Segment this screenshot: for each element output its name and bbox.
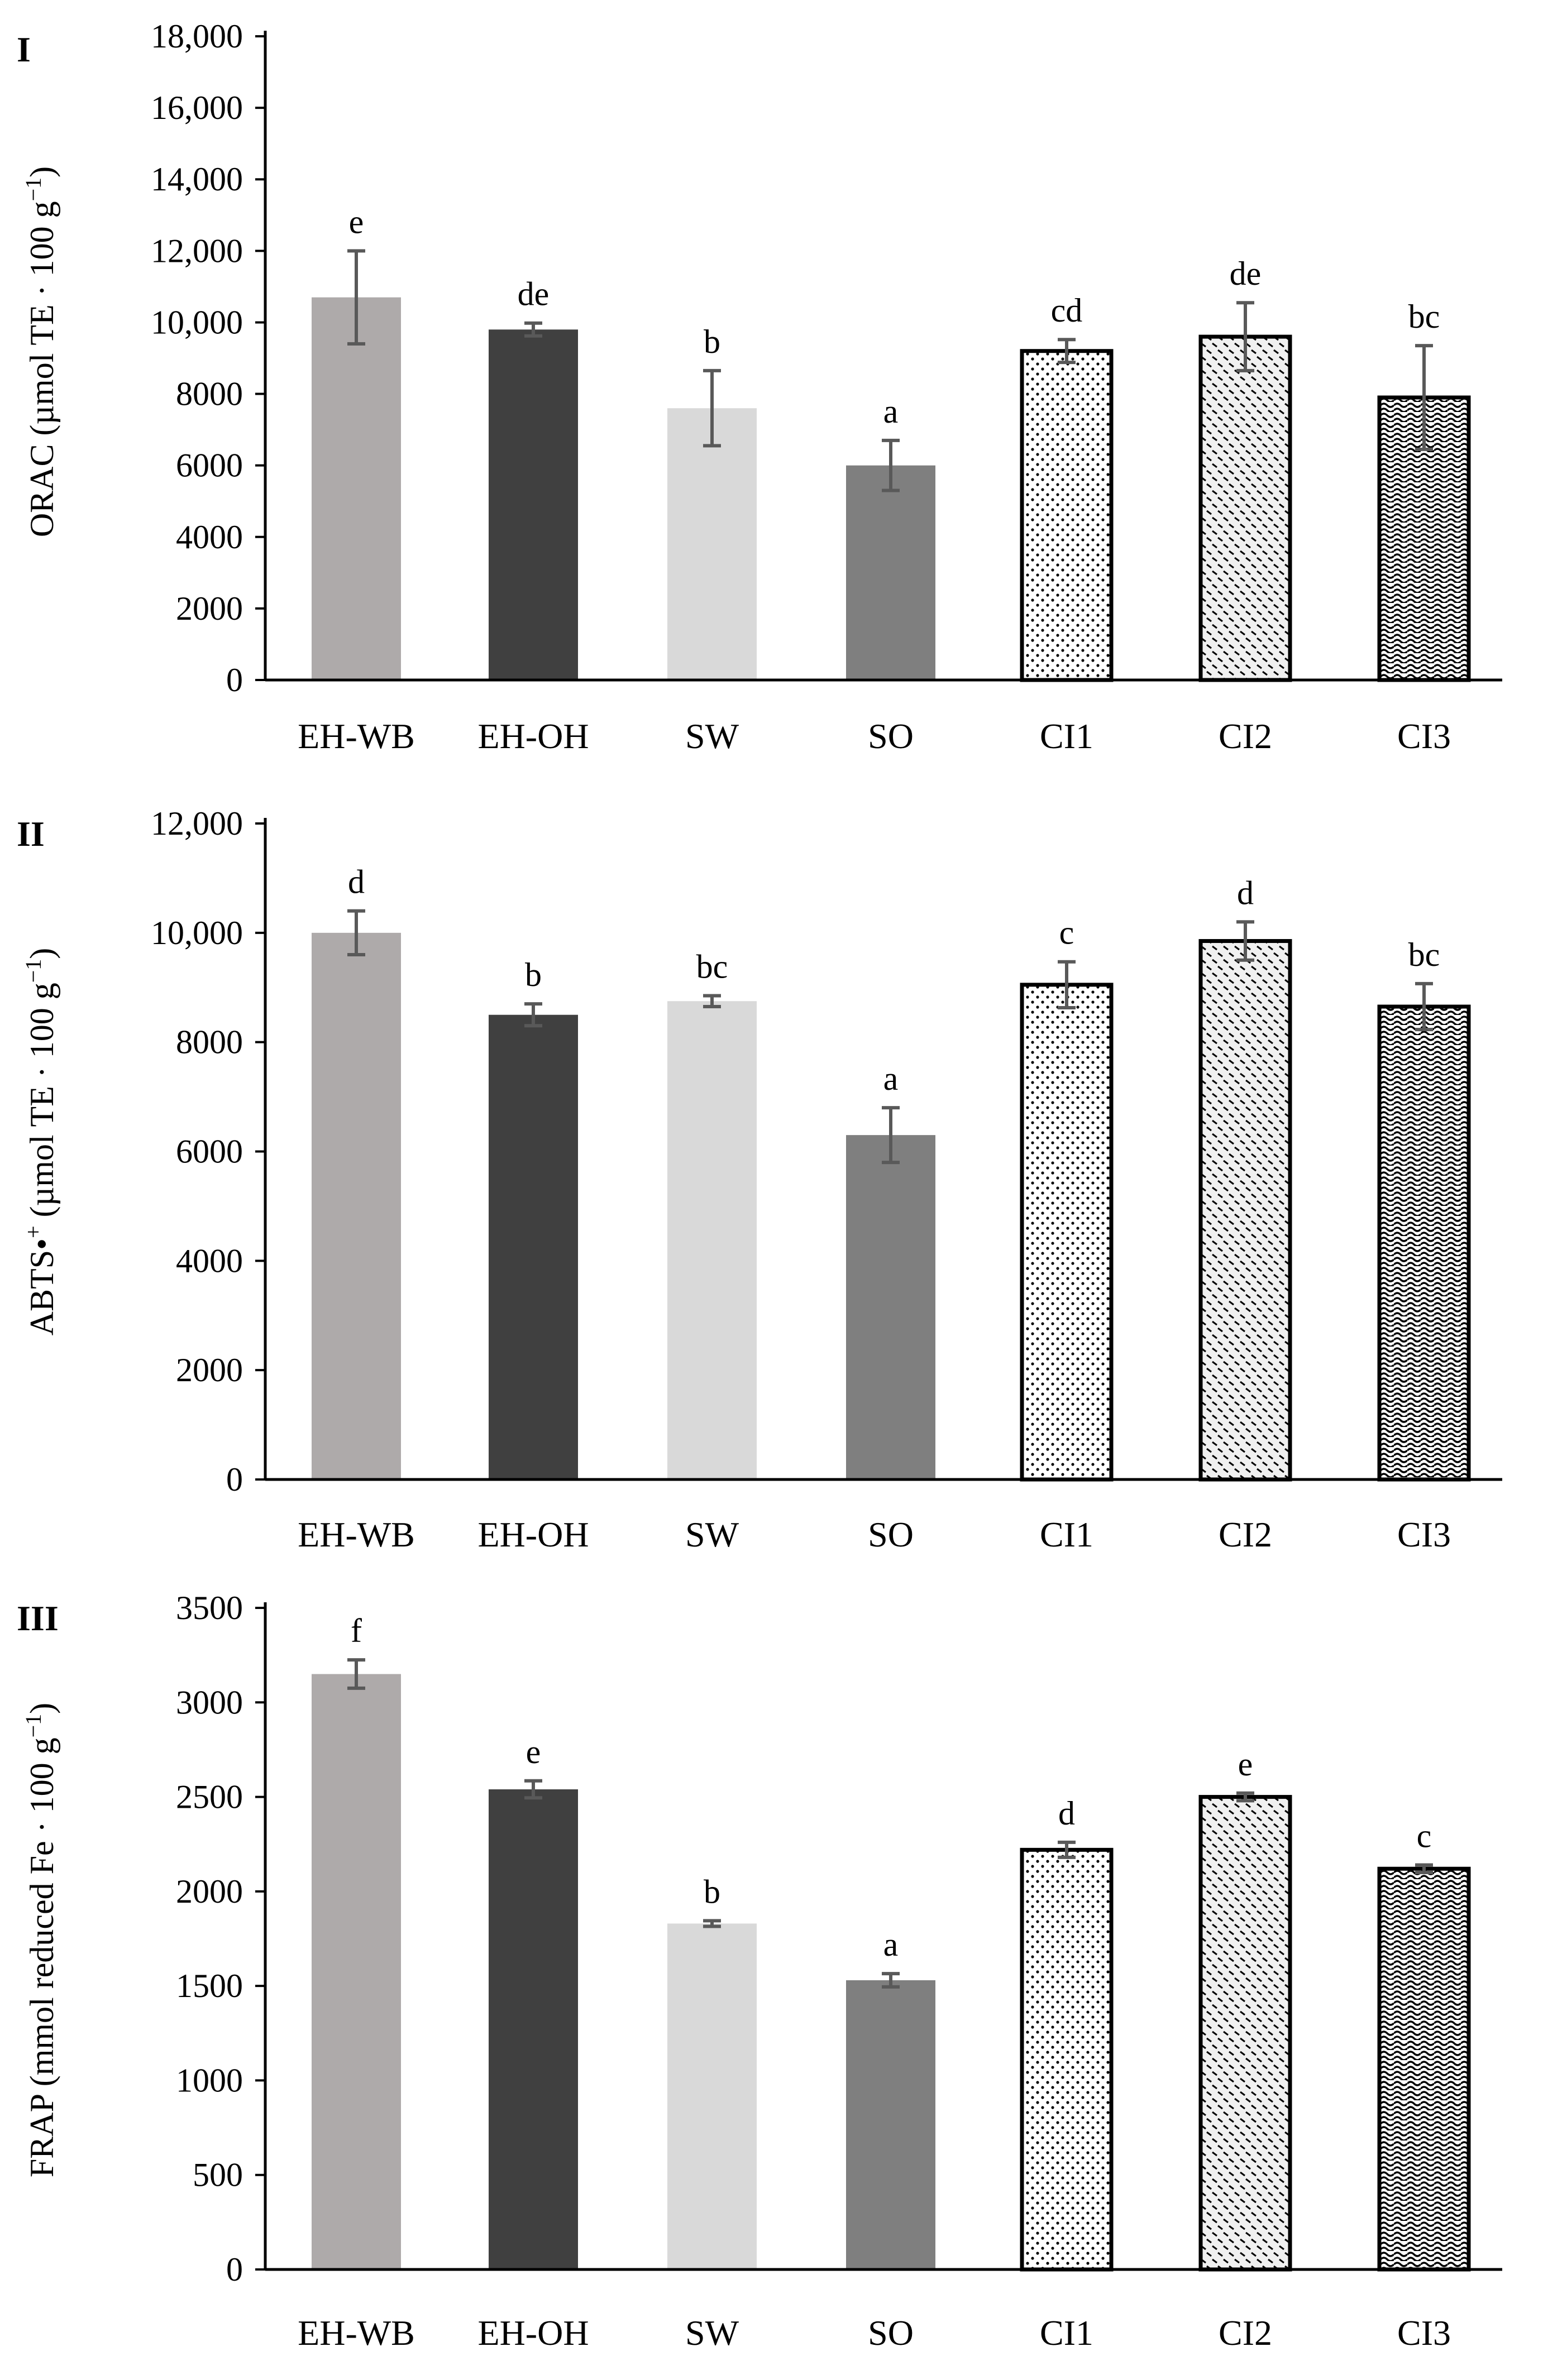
panel-orac: I ORAC (µmol TE · 100 g−1) 0 2000 4000 6000 80… (17, 18, 1502, 756)
y-tick-label: 1500 (176, 1967, 243, 2004)
significance-letter-so: a (883, 1060, 899, 1097)
bar-so (846, 465, 935, 680)
y-tick-label: 18,000 (151, 18, 243, 55)
significance-letter-so: a (883, 393, 899, 430)
panel-abts: II ABTS•+ (µmol TE · 100 g−1) 0 2000 4000 600… (17, 805, 1502, 1554)
x-tick-label-ci3: CI3 (1397, 1515, 1451, 1554)
x-tick-label-so: SO (868, 1515, 914, 1554)
panel-frap: III FRAP (mmol reduced Fe · 100 g−1) 0 500 1… (17, 1589, 1502, 2353)
significance-letter-ci3: bc (1408, 936, 1440, 973)
bar-eh-wb (312, 932, 401, 1479)
significance-letter-eh-oh: de (518, 276, 550, 313)
significance-letter-so: a (883, 1926, 899, 1963)
significance-letter-sw: bc (696, 948, 728, 985)
y-tick-label: 16,000 (151, 89, 243, 126)
bar-sw (667, 1001, 757, 1479)
significance-letter-ci1: c (1059, 914, 1074, 951)
x-tick-label-ci2: CI2 (1219, 1515, 1272, 1554)
y-tick-label: 10,000 (151, 914, 243, 951)
y-tick-label: 6000 (176, 1133, 243, 1170)
x-tick-label-eh-oh: EH-OH (477, 2313, 589, 2353)
significance-letter-ci3: bc (1408, 298, 1440, 335)
bar-ci3 (1377, 1004, 1471, 1482)
bar-eh-wb (312, 1674, 401, 2269)
significance-letter-eh-wb: f (351, 1612, 362, 1649)
y-tick-label: 2500 (176, 1779, 243, 1816)
x-tick-label-ci1: CI1 (1040, 1515, 1093, 1554)
bar-ci2 (1198, 1795, 1292, 2272)
bar-sw (667, 1923, 757, 2269)
y-tick-label: 14,000 (151, 161, 243, 198)
y-tick-label: 0 (226, 1461, 243, 1498)
x-tick-label-eh-wb: EH-WB (298, 2313, 415, 2353)
bar-eh-wb (312, 297, 401, 680)
significance-letter-ci1: cd (1051, 292, 1083, 329)
bar-ci1 (1020, 983, 1114, 1482)
y-tick-label: 6000 (176, 447, 243, 484)
x-tick-label-eh-oh: EH-OH (477, 716, 589, 756)
y-tick-label: 4000 (176, 519, 243, 556)
y-tick-label: 12,000 (151, 232, 243, 269)
y-tick-label: 8000 (176, 1024, 243, 1061)
significance-letter-ci1: d (1058, 1795, 1075, 1832)
bar-so (846, 1980, 935, 2269)
significance-letter-eh-oh: b (525, 956, 542, 993)
significance-letter-ci2: d (1237, 874, 1254, 911)
bar-eh-oh (489, 1789, 578, 2269)
x-tick-label-sw: SW (685, 1515, 739, 1554)
y-tick-label: 2000 (176, 1873, 243, 1910)
bar-ci3 (1377, 1866, 1471, 2272)
panel-label: III (17, 1598, 59, 1638)
y-tick-label: 2000 (176, 590, 243, 627)
bar-ci1 (1020, 1847, 1114, 2272)
significance-letter-sw: b (704, 1873, 720, 1910)
x-tick-label-eh-wb: EH-WB (298, 716, 415, 756)
y-tick-label: 3500 (176, 1589, 243, 1626)
x-tick-label-ci3: CI3 (1397, 2313, 1451, 2353)
y-tick-label: 10,000 (151, 304, 243, 341)
x-tick-label-so: SO (868, 2313, 914, 2353)
y-tick-label: 500 (193, 2157, 243, 2194)
bar-eh-oh (489, 1014, 578, 1479)
significance-letter-eh-oh: e (526, 1733, 541, 1770)
y-tick-label: 0 (226, 662, 243, 698)
y-tick-label: 0 (226, 2251, 243, 2288)
y-tick-label: 8000 (176, 376, 243, 413)
panel-label: II (17, 814, 45, 854)
y-tick-label: 4000 (176, 1242, 243, 1279)
x-tick-label-ci2: CI2 (1219, 716, 1272, 756)
x-tick-label-ci3: CI3 (1397, 716, 1451, 756)
x-tick-label-ci1: CI1 (1040, 716, 1093, 756)
y-axis-label: FRAP (mmol reduced Fe · 100 g−1) (21, 1703, 61, 2177)
x-tick-label-eh-oh: EH-OH (477, 1515, 589, 1554)
y-tick-label: 12,000 (151, 805, 243, 842)
x-tick-label-ci2: CI2 (1219, 2313, 1272, 2353)
significance-letter-ci2: e (1238, 1746, 1253, 1783)
significance-letter-ci3: c (1417, 1817, 1432, 1854)
significance-letter-eh-wb: e (349, 203, 364, 240)
x-tick-label-eh-wb: EH-WB (298, 1515, 415, 1554)
significance-letter-eh-wb: d (348, 864, 365, 901)
significance-letter-sw: b (704, 323, 720, 360)
x-tick-label-sw: SW (685, 716, 739, 756)
bar-so (846, 1135, 935, 1479)
significance-letter-ci2: de (1230, 255, 1262, 292)
y-tick-label: 1000 (176, 2062, 243, 2099)
y-tick-label: 2000 (176, 1352, 243, 1388)
x-tick-label-sw: SW (685, 2313, 739, 2353)
x-tick-label-ci1: CI1 (1040, 2313, 1093, 2353)
bar-ci2 (1198, 939, 1292, 1482)
y-tick-label: 3000 (176, 1684, 243, 1721)
bar-ci1 (1020, 349, 1114, 682)
bar-eh-oh (489, 329, 578, 680)
bar-sw (667, 408, 757, 680)
y-axis-label: ABTS•+ (µmol TE · 100 g−1) (21, 948, 61, 1336)
y-axis-label: ORAC (µmol TE · 100 g−1) (21, 166, 61, 537)
panel-label: I (17, 30, 31, 69)
x-tick-label-so: SO (868, 716, 914, 756)
bar-ci2 (1198, 334, 1292, 682)
